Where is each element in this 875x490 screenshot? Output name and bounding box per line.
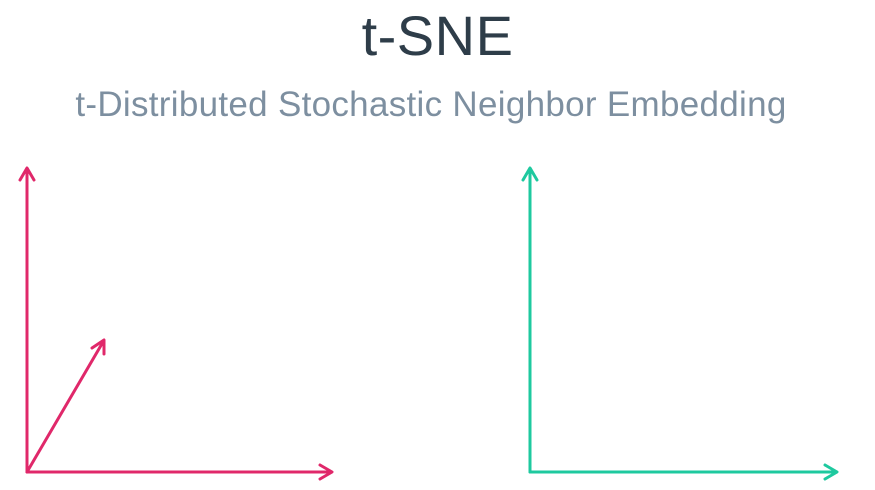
low-dimensional-axes	[505, 0, 845, 490]
high-dimensional-axes	[0, 0, 340, 490]
y-axis-arrow	[18, 166, 36, 474]
z-axis-arrow	[25, 338, 106, 474]
y-axis-arrow	[521, 166, 539, 474]
x-axis-arrow	[25, 463, 334, 481]
slide-title: t-SNE	[361, 4, 514, 67]
x-axis-arrow	[528, 463, 839, 481]
slide-subtitle: t-Distributed Stochastic Neighbor Embedd…	[75, 85, 787, 124]
